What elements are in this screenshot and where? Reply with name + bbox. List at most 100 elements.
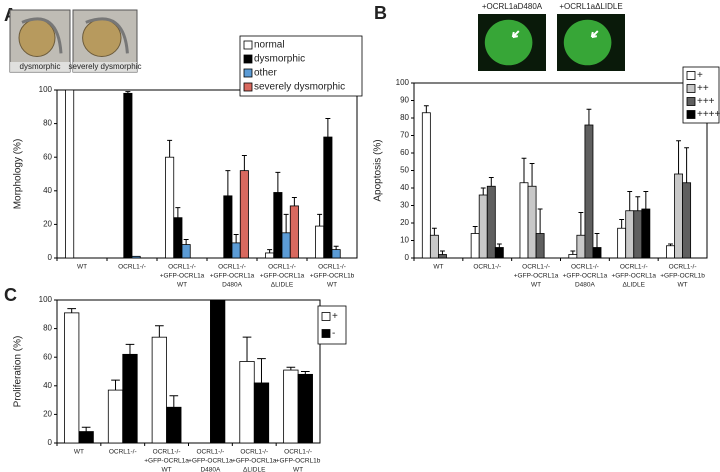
error-bar <box>440 250 445 255</box>
error-bar <box>257 358 266 383</box>
image-caption: dysmorphic <box>20 62 61 71</box>
arrow <box>590 30 599 39</box>
y-tick-label: 0 <box>405 253 410 262</box>
x-tick-label: +GFP-OCRL1a <box>611 273 656 280</box>
x-tick-label: WT <box>327 282 337 289</box>
x-tick-label: +GFP-OCRL1a <box>563 273 608 280</box>
panel-letter: C <box>4 285 17 305</box>
error-bar <box>619 219 625 229</box>
legend-label: normal <box>254 40 285 51</box>
error-bar <box>225 170 231 196</box>
error-bar <box>431 227 437 236</box>
y-tick-label: 100 <box>39 85 53 94</box>
x-tick-label: +GFP-OCRL1a <box>188 458 233 465</box>
bar <box>438 254 447 259</box>
error-bar <box>275 171 281 193</box>
y-tick-label: 60 <box>43 152 52 161</box>
legend-swatch <box>686 97 696 106</box>
error-bar <box>570 250 576 255</box>
legend-swatch <box>686 84 696 93</box>
legend-label: dysmorphic <box>254 54 305 65</box>
bar <box>323 136 333 259</box>
bar <box>64 312 80 444</box>
error-bar <box>586 108 592 125</box>
x-tick-label: ΔLIDLE <box>243 467 266 472</box>
plot-frame <box>413 82 708 259</box>
error-bar <box>668 243 673 246</box>
x-tick-label: +GFP-OCRL1b <box>660 273 705 280</box>
fluorescence-signal <box>563 19 612 66</box>
legend-label: - <box>332 328 335 339</box>
y-tick-label: 100 <box>396 78 410 87</box>
x-tick-label: WT <box>433 264 443 271</box>
bar <box>265 252 275 259</box>
caption-bg <box>73 62 137 72</box>
x-tick-label: OCRL1-/- <box>240 449 268 456</box>
bar <box>173 217 183 259</box>
bar <box>123 92 133 259</box>
bar <box>281 232 291 259</box>
legend-label: other <box>254 68 277 79</box>
bar <box>78 431 94 444</box>
x-tick-label: D480A <box>200 467 221 472</box>
error-bar <box>529 163 535 187</box>
y-tick-label: 80 <box>43 324 52 333</box>
error-bar <box>643 191 649 209</box>
error-bar <box>169 395 179 408</box>
embryo-yolk <box>18 18 56 58</box>
bar <box>122 353 138 444</box>
error-bar <box>267 249 273 253</box>
error-bar <box>578 212 584 236</box>
error-bar <box>241 155 247 171</box>
bar <box>633 210 643 259</box>
bar <box>429 234 439 259</box>
bar <box>151 336 167 444</box>
error-bar <box>300 371 310 375</box>
error-bar <box>183 239 189 245</box>
error-bar <box>111 379 120 391</box>
error-bar <box>676 140 681 174</box>
caption-bg <box>10 62 70 72</box>
error-bar <box>175 207 181 218</box>
error-bar <box>594 233 600 248</box>
error-bar <box>496 243 502 248</box>
x-tick-label: ΔLIDLE <box>623 282 646 289</box>
error-bar <box>325 118 331 138</box>
error-bar <box>155 325 164 338</box>
bar <box>486 185 496 259</box>
x-tick-label: OCRL1-/- <box>118 264 146 271</box>
x-tick-label: OCRL1-/- <box>197 449 225 456</box>
bar <box>617 227 627 259</box>
error-bar <box>472 226 478 234</box>
x-tick-label: +GFP-OCRL1a <box>160 273 205 280</box>
legend-swatch <box>321 312 331 321</box>
bar <box>239 170 249 259</box>
y-tick-label: 40 <box>43 186 52 195</box>
legend-swatch <box>686 110 696 119</box>
embryo-yolk <box>82 18 122 58</box>
bar <box>478 194 488 259</box>
bar <box>674 173 683 259</box>
embryo-tail <box>21 17 63 54</box>
bar <box>210 299 226 444</box>
bar <box>527 185 537 259</box>
x-tick-label: +GFP-OCRL1a <box>232 458 277 465</box>
bar <box>315 225 325 259</box>
y-axis-label: Proliferation (%) <box>13 336 24 408</box>
x-tick-label: WT <box>293 467 303 472</box>
legend-label: ++ <box>697 83 709 94</box>
error-bar <box>627 191 633 211</box>
error-bar <box>291 197 297 206</box>
legend-label: +++ <box>697 96 715 107</box>
image-caption: +OCRL1aΔLIDLE <box>559 2 622 11</box>
bar <box>131 255 141 259</box>
y-tick-label: 70 <box>400 131 409 140</box>
x-tick-label: OCRL1-/- <box>153 449 181 456</box>
y-tick-label: 30 <box>400 201 409 210</box>
x-tick-label: WT <box>177 282 187 289</box>
y-tick-label: 20 <box>400 218 409 227</box>
y-tick-label: 0 <box>48 438 53 447</box>
bar <box>273 192 283 259</box>
error-bar <box>125 343 135 355</box>
